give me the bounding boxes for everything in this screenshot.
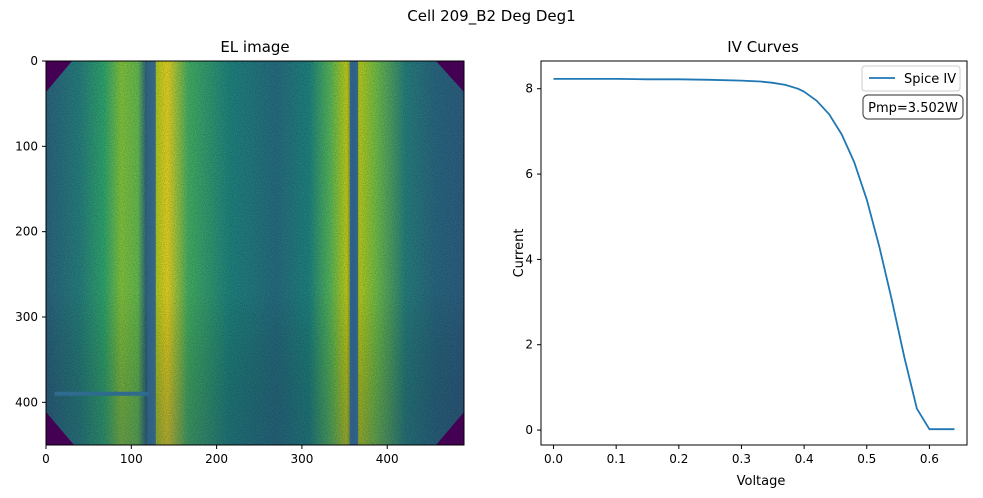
iv-y-axis-label: Current bbox=[512, 229, 527, 278]
iv-legend-label: Spice IV bbox=[904, 72, 956, 87]
iv-series-line-0 bbox=[553, 78, 955, 431]
iv-y-tick-label-1: 2 bbox=[525, 338, 533, 352]
iv-x-tick-label-3: 0.3 bbox=[732, 452, 751, 466]
iv-y-tick-label-0: 0 bbox=[525, 423, 533, 437]
iv-plot-area bbox=[540, 60, 968, 446]
el-y-tick-label-1: 100 bbox=[15, 139, 38, 153]
el-x-tick-label-1: 100 bbox=[120, 452, 143, 466]
iv-y-tick-label-4: 8 bbox=[525, 82, 533, 96]
iv-x-tick-label-5: 0.5 bbox=[857, 452, 876, 466]
el-corner-top-right bbox=[436, 61, 464, 92]
iv-x-axis-label: Voltage bbox=[737, 474, 786, 489]
iv-pmp-annotation: Pmp=3.502W bbox=[862, 94, 964, 120]
el-corner-top-left bbox=[46, 61, 72, 92]
iv-x-tick-label-2: 0.2 bbox=[669, 452, 688, 466]
iv-y-ticks: 0 2 4 6 8 bbox=[525, 82, 541, 437]
iv-x-tick-label-0: 0.0 bbox=[544, 452, 563, 466]
el-busbar-1 bbox=[147, 61, 156, 445]
iv-x-tick-label-6: 0.6 bbox=[920, 452, 939, 466]
el-y-ticks: 0 100 200 300 400 bbox=[15, 54, 46, 409]
el-busbar-2 bbox=[349, 61, 358, 445]
iv-annotation-box bbox=[862, 94, 964, 120]
el-y-tick-label-2: 200 bbox=[15, 225, 38, 239]
el-y-tick-label-0: 0 bbox=[30, 54, 38, 68]
el-x-tick-label-4: 400 bbox=[376, 452, 399, 466]
iv-y-tick-label-3: 6 bbox=[525, 167, 533, 181]
el-image-panel: EL image 0 100 200 300 400 0 100 200 300 400 bbox=[15, 38, 465, 466]
el-busbars bbox=[147, 61, 358, 445]
el-image-title: EL image bbox=[220, 38, 289, 56]
el-x-tick-label-3: 300 bbox=[290, 452, 313, 466]
iv-legend-box bbox=[861, 65, 961, 92]
el-y-tick-label-4: 400 bbox=[15, 395, 38, 409]
el-x-tick-label-0: 0 bbox=[42, 452, 50, 466]
iv-chart-title: IV Curves bbox=[727, 38, 799, 56]
el-y-tick-label-3: 300 bbox=[15, 310, 38, 324]
iv-legend: Spice IV bbox=[861, 65, 961, 92]
iv-series-group bbox=[553, 78, 955, 431]
iv-curves-panel: IV Curves 0.0 0.1 0.2 0.3 0.4 0.5 0.6 0 2 4 6 8 Vo… bbox=[512, 38, 968, 489]
el-corner-bottom-left bbox=[46, 412, 74, 445]
iv-x-tick-label-1: 0.1 bbox=[607, 452, 626, 466]
el-x-tick-label-2: 200 bbox=[205, 452, 228, 466]
el-image-noise bbox=[46, 61, 464, 445]
figure-title: Cell 209_B2 Deg Deg1 bbox=[407, 7, 576, 25]
iv-annotation-text: Pmp=3.502W bbox=[868, 101, 958, 116]
iv-x-ticks: 0.0 0.1 0.2 0.3 0.4 0.5 0.6 bbox=[544, 445, 939, 466]
el-x-ticks: 0 100 200 300 400 bbox=[42, 445, 399, 466]
el-corner-bottom-right bbox=[436, 412, 464, 445]
iv-x-tick-label-4: 0.4 bbox=[795, 452, 814, 466]
iv-y-tick-label-2: 4 bbox=[525, 252, 533, 266]
el-image-frame bbox=[45, 60, 465, 446]
